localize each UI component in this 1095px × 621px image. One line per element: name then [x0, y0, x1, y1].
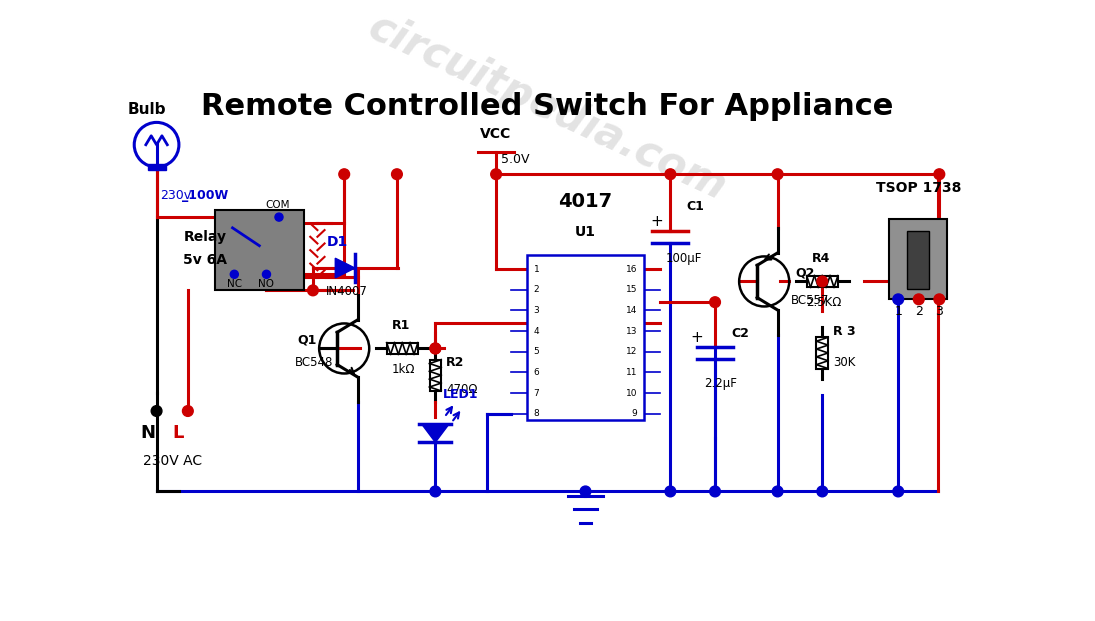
Circle shape [263, 270, 270, 278]
Text: 5v 6A: 5v 6A [183, 253, 228, 266]
Text: 8: 8 [533, 409, 540, 419]
Text: N: N [140, 424, 155, 442]
Text: 10: 10 [626, 389, 637, 397]
Text: 5: 5 [533, 347, 540, 356]
Text: 2: 2 [914, 306, 923, 319]
Text: 2: 2 [533, 285, 539, 294]
Polygon shape [422, 424, 449, 442]
Text: 1kΩ: 1kΩ [392, 363, 415, 376]
Circle shape [275, 213, 283, 221]
Text: circuitpedia.com: circuitpedia.com [361, 6, 733, 209]
Circle shape [338, 169, 349, 179]
Text: BC548: BC548 [295, 356, 334, 369]
Text: 12: 12 [626, 347, 637, 356]
Polygon shape [335, 258, 355, 278]
Text: 9: 9 [632, 409, 637, 419]
Text: 1: 1 [533, 265, 540, 274]
Circle shape [710, 486, 721, 497]
Text: 230v: 230v [160, 189, 192, 202]
Text: 3: 3 [533, 306, 540, 315]
Circle shape [430, 343, 440, 354]
Circle shape [430, 486, 440, 497]
Text: D1: D1 [326, 235, 347, 248]
Circle shape [665, 486, 676, 497]
Circle shape [580, 486, 591, 497]
Text: NO: NO [258, 279, 275, 289]
Text: R 3: R 3 [833, 325, 855, 338]
Text: +: + [690, 330, 703, 345]
Text: 3: 3 [935, 306, 943, 319]
Text: 4017: 4017 [558, 191, 612, 211]
Bar [148, 165, 165, 170]
Text: 14: 14 [626, 306, 637, 315]
Bar [528, 255, 644, 420]
Text: 16: 16 [626, 265, 637, 274]
Text: L: L [173, 424, 184, 442]
Circle shape [817, 276, 828, 287]
Text: BC557: BC557 [791, 294, 829, 307]
Text: Q1: Q1 [298, 334, 318, 347]
Text: U1: U1 [575, 225, 596, 239]
Text: Remote Controlled Switch For Appliance: Remote Controlled Switch For Appliance [200, 92, 894, 121]
Circle shape [230, 270, 239, 278]
Text: NC: NC [227, 279, 242, 289]
Text: 2.5KΩ: 2.5KΩ [806, 296, 842, 309]
Circle shape [772, 169, 783, 179]
Text: IN4007: IN4007 [326, 285, 368, 298]
Text: R4: R4 [811, 252, 830, 265]
Circle shape [151, 406, 162, 416]
Text: 13: 13 [626, 327, 637, 335]
Text: 4: 4 [533, 327, 539, 335]
Text: +: + [650, 214, 664, 229]
Circle shape [308, 285, 319, 296]
Text: COM: COM [265, 200, 289, 210]
Text: R2: R2 [446, 356, 464, 369]
Circle shape [183, 406, 193, 416]
Text: 5.0V: 5.0V [500, 153, 529, 166]
Bar [387, 343, 418, 354]
Text: 6: 6 [533, 368, 540, 377]
Bar [889, 219, 947, 299]
Text: 11: 11 [626, 368, 637, 377]
Circle shape [892, 486, 903, 497]
Circle shape [934, 294, 945, 305]
Circle shape [913, 294, 924, 305]
Circle shape [430, 343, 440, 354]
Text: R1: R1 [392, 319, 410, 332]
Circle shape [892, 294, 903, 305]
Bar [907, 230, 930, 289]
Text: 2.2μF: 2.2μF [704, 377, 737, 390]
Text: C2: C2 [731, 327, 749, 340]
Text: _100W: _100W [182, 189, 228, 202]
Text: 30K: 30K [833, 356, 855, 369]
Circle shape [392, 169, 402, 179]
Text: 1: 1 [895, 306, 902, 319]
Text: 470Ω: 470Ω [446, 383, 477, 396]
Text: 15: 15 [626, 285, 637, 294]
Bar [215, 210, 304, 291]
Bar [817, 337, 828, 369]
Text: 100μF: 100μF [666, 252, 702, 265]
Text: Bulb: Bulb [128, 102, 166, 117]
Text: LED1: LED1 [442, 388, 479, 401]
Bar [429, 360, 441, 391]
Text: 7: 7 [533, 389, 540, 397]
Text: C1: C1 [687, 200, 704, 213]
Text: Relay: Relay [183, 230, 227, 244]
Text: Q2: Q2 [795, 267, 815, 280]
Circle shape [772, 486, 783, 497]
Circle shape [934, 169, 945, 179]
Circle shape [665, 169, 676, 179]
Text: VCC: VCC [480, 127, 511, 142]
Circle shape [491, 169, 502, 179]
Text: TSOP 1738: TSOP 1738 [876, 181, 961, 194]
Circle shape [817, 486, 828, 497]
Circle shape [710, 297, 721, 307]
Text: 230V AC: 230V AC [143, 453, 203, 468]
Bar [807, 276, 838, 288]
